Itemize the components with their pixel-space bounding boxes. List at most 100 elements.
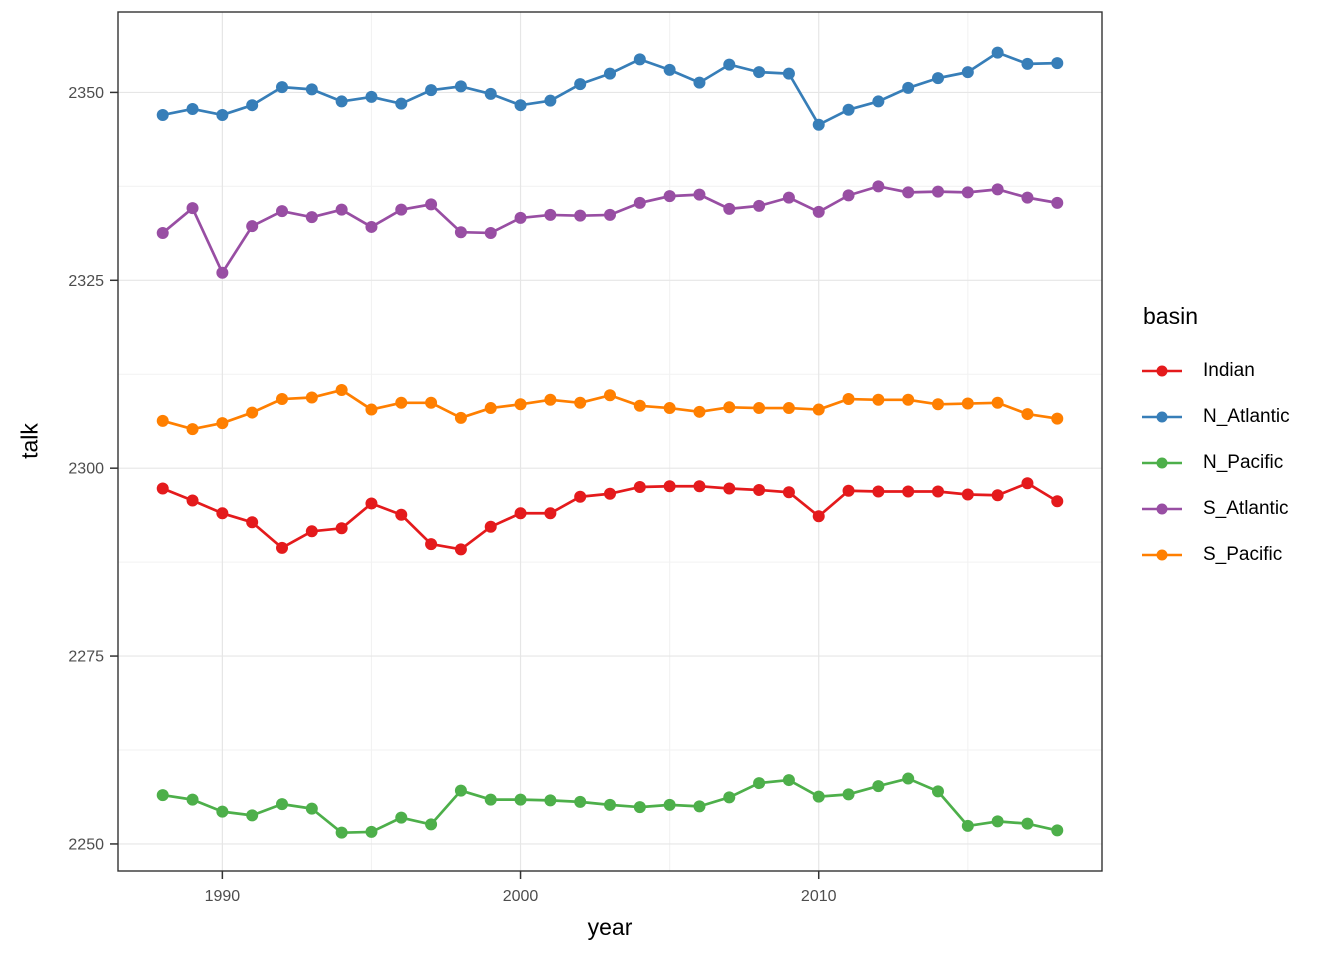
data-point-N_Atlantic bbox=[932, 72, 944, 85]
y-tick-label: 2250 bbox=[68, 836, 104, 853]
data-point-Indian bbox=[484, 520, 497, 533]
data-point-N_Atlantic bbox=[723, 58, 736, 71]
data-point-N_Atlantic bbox=[902, 81, 915, 94]
data-point-S_Pacific bbox=[305, 391, 318, 404]
data-point-S_Atlantic bbox=[782, 191, 795, 204]
data-point-N_Pacific bbox=[514, 793, 527, 806]
data-point-S_Atlantic bbox=[753, 199, 766, 212]
data-point-S_Pacific bbox=[395, 396, 408, 409]
data-point-N_Atlantic bbox=[604, 67, 616, 80]
data-point-Indian bbox=[216, 507, 229, 520]
legend-label-s-atlantic: S_Atlantic bbox=[1203, 498, 1289, 519]
data-point-Indian bbox=[753, 483, 766, 496]
legend-item-s-atlantic: S_Atlantic bbox=[1141, 495, 1341, 523]
data-point-Indian bbox=[872, 485, 885, 498]
data-point-N_Pacific bbox=[604, 798, 616, 811]
data-point-N_Pacific bbox=[663, 798, 676, 811]
data-point-Indian bbox=[514, 507, 527, 520]
data-point-N_Pacific bbox=[216, 805, 229, 818]
y-tick-label: 2325 bbox=[68, 273, 104, 290]
data-point-S_Pacific bbox=[276, 393, 288, 406]
x-tick-label: 1990 bbox=[205, 888, 241, 905]
legend-title: basin bbox=[1143, 303, 1198, 329]
data-point-S_Atlantic bbox=[902, 186, 915, 199]
data-point-N_Atlantic bbox=[454, 80, 467, 93]
data-point-S_Atlantic bbox=[812, 205, 825, 218]
data-point-N_Pacific bbox=[156, 789, 169, 802]
data-point-N_Pacific bbox=[1051, 824, 1064, 837]
data-point-N_Atlantic bbox=[365, 90, 378, 103]
data-point-S_Atlantic bbox=[276, 205, 288, 218]
data-point-Indian bbox=[812, 510, 825, 523]
legend-item-n-atlantic: N_Atlantic bbox=[1141, 403, 1341, 431]
data-point-S_Atlantic bbox=[305, 211, 318, 224]
data-point-N_Pacific bbox=[723, 791, 736, 804]
data-point-Indian bbox=[335, 522, 348, 535]
data-point-S_Atlantic bbox=[514, 211, 527, 224]
data-point-N_Pacific bbox=[1021, 817, 1034, 830]
data-point-S_Atlantic bbox=[1051, 196, 1064, 209]
legend-label-s-pacific: S_Pacific bbox=[1203, 544, 1283, 565]
data-point-N_Atlantic bbox=[663, 63, 676, 76]
data-point-S_Atlantic bbox=[454, 226, 467, 239]
data-point-N_Atlantic bbox=[395, 97, 408, 110]
data-point-Indian bbox=[991, 489, 1004, 502]
data-point-N_Atlantic bbox=[425, 84, 438, 97]
data-point-N_Pacific bbox=[902, 772, 915, 785]
data-point-N_Pacific bbox=[395, 811, 408, 824]
legend-key-s-pacific-icon bbox=[1142, 549, 1182, 561]
legend-key-s-atlantic-icon bbox=[1142, 503, 1182, 515]
data-point-N_Pacific bbox=[365, 825, 378, 838]
data-point-N_Pacific bbox=[753, 777, 766, 790]
data-point-N_Atlantic bbox=[1051, 57, 1064, 70]
data-point-N_Atlantic bbox=[574, 78, 587, 91]
data-point-N_Pacific bbox=[454, 784, 467, 797]
data-point-Indian bbox=[961, 488, 974, 501]
data-point-S_Atlantic bbox=[961, 186, 974, 199]
data-point-S_Pacific bbox=[872, 393, 885, 406]
data-point-N_Atlantic bbox=[186, 102, 199, 115]
data-point-S_Pacific bbox=[544, 393, 557, 406]
data-point-N_Pacific bbox=[335, 826, 348, 839]
data-point-N_Atlantic bbox=[216, 108, 229, 121]
data-point-S_Pacific bbox=[693, 405, 706, 418]
data-point-N_Pacific bbox=[544, 794, 557, 807]
data-point-S_Atlantic bbox=[246, 220, 259, 233]
y-tick-label: 2350 bbox=[68, 85, 104, 102]
data-point-Indian bbox=[902, 485, 915, 498]
data-point-N_Atlantic bbox=[156, 108, 169, 121]
data-point-S_Atlantic bbox=[216, 266, 229, 279]
data-point-S_Atlantic bbox=[1021, 191, 1034, 204]
data-point-S_Pacific bbox=[932, 398, 944, 411]
data-point-S_Atlantic bbox=[574, 209, 587, 222]
data-point-N_Atlantic bbox=[842, 103, 855, 116]
data-point-N_Pacific bbox=[932, 785, 944, 798]
data-point-Indian bbox=[395, 508, 408, 521]
panel-border bbox=[117, 11, 1103, 872]
data-point-N_Atlantic bbox=[246, 99, 259, 112]
data-point-S_Pacific bbox=[1051, 412, 1064, 425]
data-point-S_Atlantic bbox=[842, 189, 855, 202]
data-point-Indian bbox=[663, 480, 676, 493]
data-point-N_Pacific bbox=[305, 802, 318, 815]
x-tick-label: 2000 bbox=[503, 888, 539, 905]
data-point-S_Pacific bbox=[454, 411, 467, 424]
legend-item-n-pacific: N_Pacific bbox=[1141, 449, 1341, 477]
legend-key-n-atlantic-icon bbox=[1142, 411, 1182, 423]
data-point-N_Atlantic bbox=[872, 95, 885, 108]
data-point-N_Pacific bbox=[633, 801, 646, 814]
legend-label-n-pacific: N_Pacific bbox=[1203, 452, 1284, 473]
data-point-N_Pacific bbox=[991, 815, 1004, 828]
data-point-Indian bbox=[1051, 495, 1064, 508]
data-point-N_Atlantic bbox=[961, 66, 974, 79]
data-point-Indian bbox=[842, 484, 855, 497]
data-point-S_Pacific bbox=[991, 396, 1004, 409]
data-point-N_Atlantic bbox=[514, 99, 527, 112]
data-point-N_Atlantic bbox=[335, 95, 348, 108]
data-point-S_Pacific bbox=[604, 389, 616, 402]
data-point-Indian bbox=[454, 543, 467, 556]
data-point-S_Pacific bbox=[156, 414, 169, 427]
data-point-S_Atlantic bbox=[544, 208, 557, 221]
